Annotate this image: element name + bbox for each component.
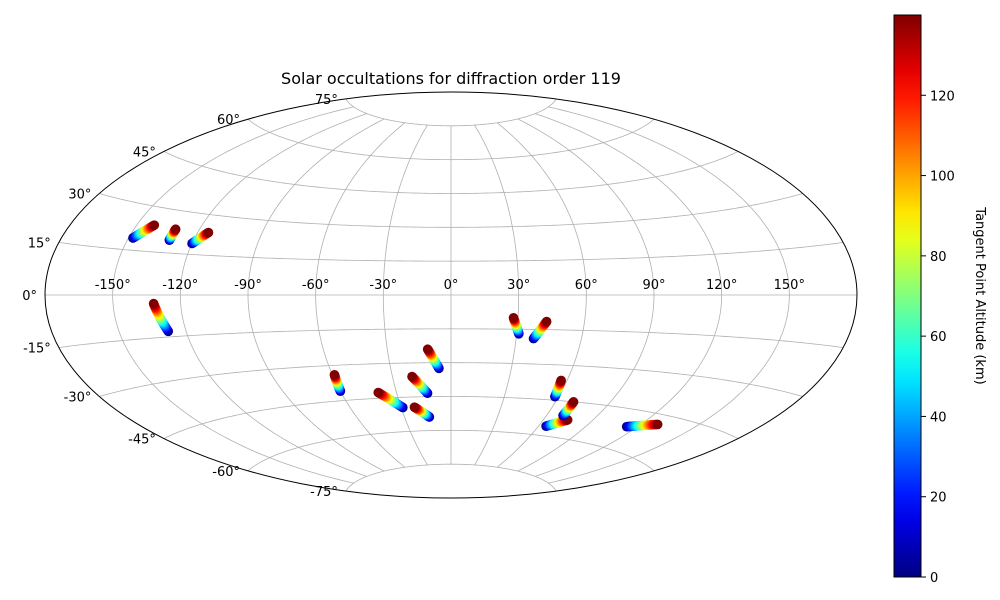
latitude-tick-label: 75° xyxy=(315,93,338,108)
latitude-tick-label: 15° xyxy=(28,237,51,252)
occultation-point xyxy=(170,224,181,235)
colorbar-ticks: 0 20 40 60 80 100 120 xyxy=(921,89,955,586)
map-boundary xyxy=(44,91,858,499)
longitude-tick-label: 150° xyxy=(774,278,805,293)
occultation-point xyxy=(568,397,579,407)
chart-title: Solar occultations for diffraction order… xyxy=(281,69,621,88)
parallel-line xyxy=(99,193,803,228)
colorbar-tick-label: 100 xyxy=(930,170,955,185)
occultation-point xyxy=(148,298,159,309)
colorbar-label: Tangent Point Altitude (km) xyxy=(972,206,987,384)
longitude-tick-labels: -150° -120° -90° -60° -30° 0° 30° 60° 90° 120° 150… xyxy=(95,278,805,293)
latitude-tick-label: 60° xyxy=(217,113,240,128)
parallel-line xyxy=(247,118,655,161)
longitude-tick-label: -30° xyxy=(369,278,397,293)
colorbar-gradient xyxy=(893,14,922,578)
parallel-line xyxy=(163,151,739,194)
occultation-point xyxy=(407,371,417,382)
occultation-point xyxy=(556,375,566,386)
colorbar-tick-label: 40 xyxy=(930,410,947,425)
latitude-tick-label: 45° xyxy=(133,146,156,161)
longitude-tick-label: 120° xyxy=(706,278,737,293)
latitude-tick-label: -30° xyxy=(64,391,92,406)
colorbar-tick-label: 120 xyxy=(930,89,955,104)
parallel-line xyxy=(345,463,557,492)
latitude-tick-label: 30° xyxy=(68,188,91,203)
occultation-point xyxy=(541,316,552,327)
colorbar-tick-label: 20 xyxy=(930,491,947,506)
parallel-line xyxy=(247,429,655,472)
latitude-tick-label: -45° xyxy=(128,433,156,448)
parallel-line xyxy=(58,328,844,348)
colorbar-tick-label: 0 xyxy=(930,571,938,586)
colorbar-tick-label: 80 xyxy=(930,250,947,265)
longitude-tick-label: -150° xyxy=(95,278,131,293)
longitude-tick-label: 60° xyxy=(575,278,598,293)
parallel-line xyxy=(345,98,557,127)
longitude-tick-label: -60° xyxy=(302,278,330,293)
longitude-tick-label: -90° xyxy=(234,278,262,293)
longitude-tick-label: 0° xyxy=(444,278,459,293)
colorbar: 0 20 40 60 80 100 120 Tangent Point Altitude (… xyxy=(893,14,987,586)
occultation-point xyxy=(409,402,420,412)
longitude-tick-label: -120° xyxy=(162,278,198,293)
map-grid xyxy=(45,98,857,492)
occultation-point xyxy=(508,312,519,323)
latitude-tick-label: -15° xyxy=(23,342,51,357)
longitude-tick-label: 30° xyxy=(507,278,530,293)
latitude-tick-label: 0° xyxy=(22,289,37,304)
latitude-tick-label: -75° xyxy=(310,485,338,500)
occultation-point xyxy=(329,370,340,380)
occultation-point xyxy=(149,220,160,230)
latitude-tick-labels: -75° -60° -45° -30° -15° 0° 15° 30° 45° 60° 75° xyxy=(22,93,338,500)
parallel-line xyxy=(99,362,803,397)
occultation-point xyxy=(422,344,433,355)
occultation-points xyxy=(128,220,663,432)
colorbar-tick-label: 60 xyxy=(930,330,947,345)
occultation-point xyxy=(373,387,384,398)
longitude-tick-label: 90° xyxy=(642,278,665,293)
parallel-line xyxy=(58,242,844,262)
parallel-line xyxy=(163,396,739,439)
occultation-point xyxy=(652,419,663,430)
occultation-point xyxy=(203,227,214,238)
latitude-tick-label: -60° xyxy=(212,465,240,480)
